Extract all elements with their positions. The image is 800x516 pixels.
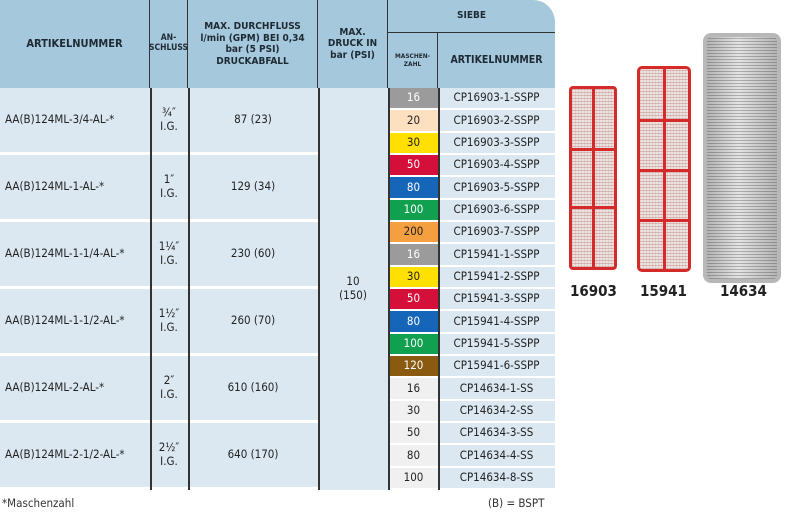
mesh-cell: 80 [389,177,438,198]
durchfluss-cell: 129 (34) [230,179,276,194]
mesh-cell: 16 [389,244,438,265]
screen-part-cell: CP15941-5-SSPP [438,333,555,354]
column-divider [388,88,390,490]
strainer-image-16903 [569,86,617,270]
artikelnummer-cell: AA(B)124ML-1-1/4-AL-* [5,246,125,261]
durchfluss-cell: 260 (70) [230,313,276,328]
screen-part-cell: CP15941-4-SSPP [438,311,555,332]
mesh-cell: 120 [389,355,438,377]
image-label-16903: 16903 [570,282,617,300]
screen-part-cell: CP15941-2-SSPP [438,266,555,287]
strainer-image-14634 [703,33,781,283]
screen-part-cell: CP16903-3-SSPP [438,132,555,153]
screen-part-cell: CP15941-3-SSPP [438,288,555,310]
screen-part-cell: CP16903-5-SSPP [438,177,555,198]
header-artikelnummer: ARTIKELNUMMER [0,0,150,88]
footnote-bspt: (B) = BSPT [488,496,545,510]
header-anschluss: AN- SCHLUSS [149,0,188,88]
mesh-cell: 100 [389,199,438,220]
mesh-cell: 30 [389,266,438,287]
screen-part-cell: CP15941-6-SSPP [438,355,555,377]
pressure-cell: 10 (150) [318,88,388,490]
durchfluss-cell: 640 (170) [227,447,279,462]
screen-part-cell: CP16903-7-SSPP [438,221,555,243]
durchfluss-cell: 610 (160) [227,380,279,395]
screen-part-cell: CP14634-8-SS [438,467,555,488]
header-siebe-artikelnummer: ARTIKELNUMMER [450,54,543,67]
column-divider [318,88,320,490]
screen-part-cell: CP16903-1-SSPP [438,88,555,109]
screen-part-cell: CP14634-1-SS [438,378,555,399]
artikelnummer-cell: AA(B)124ML-2-1/2-AL-* [5,447,125,462]
screen-part-cell: CP14634-2-SS [438,400,555,421]
anschluss-cell: 2″ I.G. [160,373,178,401]
screen-part-cell: CP16903-4-SSPP [438,154,555,176]
mesh-cell: 30 [389,132,438,153]
durchfluss-cell: 230 (60) [230,246,276,261]
mesh-cell: 80 [389,311,438,332]
mesh-cell: 30 [389,400,438,421]
mesh-cell: 200 [389,221,438,243]
mesh-cell: 100 [389,467,438,488]
screen-part-cell: CP15941-1-SSPP [438,244,555,265]
mesh-cell: 80 [389,445,438,466]
column-divider [150,88,152,490]
image-label-14634: 14634 [720,282,767,300]
artikelnummer-cell: AA(B)124ML-1-AL-* [5,179,105,194]
artikelnummer-cell: AA(B)124ML-1-1/2-AL-* [5,313,125,328]
header-durchfluss: MAX. DURCHFLUSS l/min (GPM) BEI 0,34 bar… [188,0,318,88]
mesh-cell: 20 [389,110,438,131]
artikelnummer-cell: AA(B)124ML-3/4-AL-* [5,112,115,127]
anschluss-cell: 2½″ I.G. [158,440,180,468]
anschluss-cell: 1″ I.G. [160,172,178,200]
image-label-15941: 15941 [640,282,687,300]
mesh-cell: 16 [389,378,438,399]
anschluss-cell: 1¼″ I.G. [158,239,180,267]
footnote-maschenzahl: *Maschenzahl [2,496,75,510]
header-druck: MAX. DRUCK IN bar (PSI) [318,0,388,88]
header-maschenzahl: MASCHEN-ZAHL [388,33,438,88]
mesh-cell: 50 [389,288,438,310]
screen-part-cell: CP14634-3-SS [438,422,555,444]
anschluss-cell: 1½″ I.G. [158,306,180,334]
table-header: ARTIKELNUMMER AN- SCHLUSS MAX. DURCHFLUS… [0,0,555,88]
mesh-cell: 100 [389,333,438,354]
screen-part-cell: CP16903-6-SSPP [438,199,555,220]
strainer-image-15941 [637,66,691,272]
mesh-cell: 50 [389,422,438,444]
artikelnummer-cell: AA(B)124ML-2-AL-* [5,380,105,395]
durchfluss-cell: 87 (23) [234,112,272,127]
column-divider [438,88,440,490]
screen-part-cell: CP16903-2-SSPP [438,110,555,131]
screen-part-cell: CP14634-4-SS [438,445,555,466]
mesh-cell: 16 [389,88,438,109]
header-siebe: SIEBE [388,0,555,33]
mesh-cell: 50 [389,154,438,176]
column-divider [188,88,190,490]
anschluss-cell: ¾″ I.G. [160,105,178,133]
